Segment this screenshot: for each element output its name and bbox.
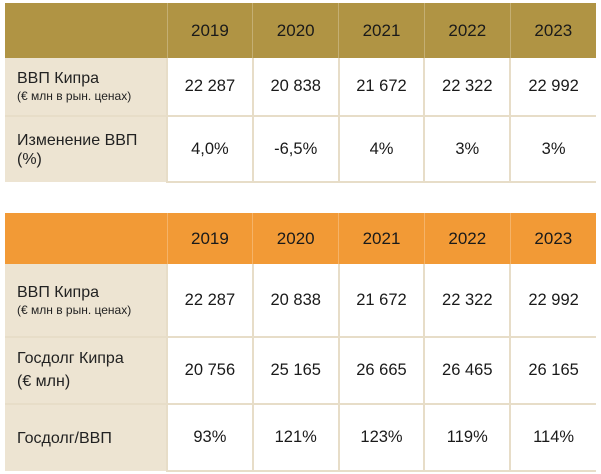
table-cell: 3% (423, 116, 511, 183)
row-label-title: ВВП Кипра (17, 283, 100, 301)
row-label-subtitle: (€ млн) (17, 373, 71, 390)
table-cell: 22 287 (166, 58, 253, 117)
table-cell: 114% (509, 404, 596, 472)
row-label: ВВП Кипра (€ млн в рын. ценах) (5, 264, 167, 338)
table-row: Госдолг Кипра (€ млн) 20 756 25 165 26 6… (5, 337, 596, 405)
year-header: 2021 (338, 213, 425, 264)
table-cell: 21 672 (337, 58, 425, 117)
table-cell: 22 287 (166, 264, 253, 338)
row-label-title: Изменение ВВП (%) (17, 131, 138, 168)
row-label-title: ВВП Кипра (17, 70, 100, 87)
table-cell: 22 992 (509, 264, 596, 338)
table-cell: -6,5% (251, 116, 339, 183)
table-cell: 93% (166, 404, 253, 472)
table-cell: 20 838 (251, 264, 339, 338)
table-row: Изменение ВВП (%) 4,0% -6,5% 4% 3% 3% (5, 116, 596, 183)
year-header: 2019 (166, 3, 253, 58)
table-cell: 3% (509, 116, 596, 183)
row-label: ВВП Кипра (€ млн в рын. ценах) (5, 58, 167, 117)
debt-table: 2019 2020 2021 2022 2023 ВВП Кипра (€ мл… (5, 213, 596, 472)
row-label: Госдолг Кипра (€ млн) (5, 337, 167, 405)
row-label: Изменение ВВП (%) (5, 116, 167, 182)
row-label-title: Госдолг/ВВП (17, 429, 112, 447)
year-header: 2022 (423, 3, 511, 58)
year-header: 2023 (509, 3, 596, 58)
table-cell: 20 838 (251, 58, 339, 117)
table-cell: 26 665 (337, 337, 425, 405)
table-row: Госдолг/ВВП 93% 121% 123% 119% 114% (5, 404, 596, 472)
table-cell: 119% (423, 404, 511, 472)
year-header: 2023 (509, 213, 596, 264)
table-cell: 25 165 (251, 337, 339, 405)
table-cell: 20 756 (166, 337, 253, 405)
table-cell: 26 165 (509, 337, 596, 405)
debt-table-header: 2019 2020 2021 2022 2023 (5, 213, 596, 264)
table-cell: 22 992 (509, 58, 596, 117)
table-cell: 4% (337, 116, 425, 183)
gdp-table: 2019 2020 2021 2022 2023 ВВП Кипра (€ мл… (5, 3, 596, 183)
year-header: 2021 (338, 3, 425, 58)
table-row: ВВП Кипра (€ млн в рын. ценах) 22 287 20… (5, 58, 596, 117)
header-corner (5, 213, 167, 264)
table-cell: 21 672 (337, 264, 425, 338)
table-cell: 121% (251, 404, 339, 472)
table-cell: 123% (337, 404, 425, 472)
year-header: 2022 (423, 213, 511, 264)
gdp-table-header: 2019 2020 2021 2022 2023 (5, 3, 596, 58)
header-corner (5, 3, 167, 58)
year-header: 2020 (252, 213, 339, 264)
year-header: 2020 (252, 3, 339, 58)
row-label-subtitle: (€ млн в рын. ценах) (17, 302, 132, 317)
row-label-subtitle: (€ млн в рын. ценах) (17, 89, 132, 103)
table-cell: 26 465 (423, 337, 511, 405)
row-label-title: Госдолг Кипра (17, 350, 124, 367)
table-row: ВВП Кипра (€ млн в рын. ценах) 22 287 20… (5, 264, 596, 338)
row-label: Госдолг/ВВП (5, 404, 167, 471)
table-cell: 22 322 (423, 264, 511, 338)
year-header: 2019 (166, 213, 253, 264)
table-cell: 4,0% (166, 116, 253, 183)
table-cell: 22 322 (423, 58, 511, 117)
